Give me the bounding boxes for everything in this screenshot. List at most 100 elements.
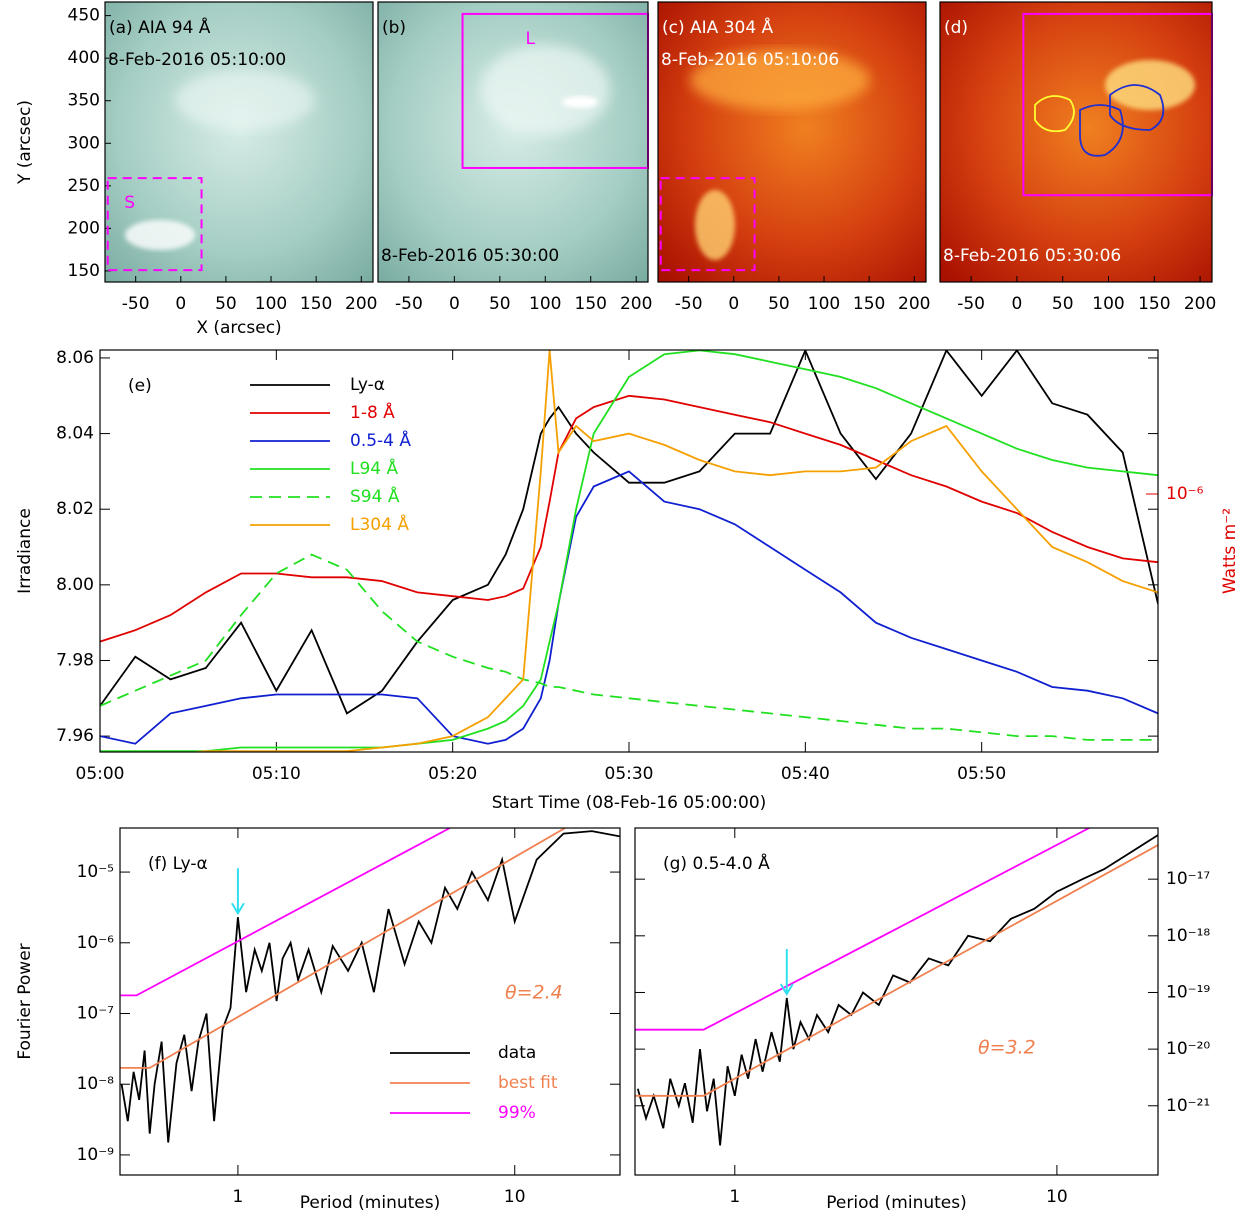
legend-label: L304 Å — [350, 513, 409, 535]
region-label: S — [124, 193, 135, 213]
x-tick-label: 1 — [233, 1187, 244, 1207]
y-axis-label: Fourier Power — [15, 943, 35, 1059]
legend-label: 99% — [498, 1103, 536, 1123]
panel-title: (b) — [382, 18, 406, 38]
x-tick-label: 05:00 — [76, 764, 125, 784]
x-tick-label: 50 — [489, 294, 511, 314]
y-tick-label: 300 — [68, 133, 100, 153]
y2-axis-label: Watts m⁻² — [1220, 508, 1240, 594]
panel-title: (d) — [944, 18, 968, 38]
panel-time: 8-Feb-2016 05:10:06 — [661, 50, 839, 70]
y-tick-label: 10⁻²¹ — [1166, 1096, 1210, 1116]
y-tick-label: 10⁻¹⁹ — [1166, 982, 1210, 1002]
y-tick-label: 8.06 — [56, 348, 94, 368]
y-tick-label: 150 — [68, 261, 100, 281]
panel-frame — [657, 1, 927, 283]
x-tick-label: 10 — [1046, 1187, 1068, 1207]
series-line — [100, 394, 1158, 643]
x-tick-label: 100 — [529, 294, 561, 314]
arrow — [231, 868, 245, 916]
panel-title: (g) 0.5-4.0 Å — [663, 852, 770, 874]
x-tick-label: 150 — [575, 294, 607, 314]
x-tick-label: 0 — [1012, 294, 1023, 314]
panel-title: (f) Ly-α — [148, 854, 208, 874]
x-tick-label: 10 — [504, 1187, 526, 1207]
y-axis-label: Irradiance — [15, 508, 35, 594]
x-axis-label: Start Time (08-Feb-16 05:00:00) — [492, 793, 767, 813]
x-tick-label: 150 — [853, 294, 885, 314]
y-tick-label: 10⁻¹⁸ — [1166, 926, 1210, 946]
panel-frame — [377, 1, 649, 283]
legend-label: 0.5-4 Å — [350, 429, 411, 451]
y-tick-label: 350 — [68, 91, 100, 111]
y2-tick-label: 10⁻⁶ — [1166, 484, 1204, 504]
legend-label: L94 Å — [350, 457, 399, 479]
x-tick-label: 1 — [729, 1187, 740, 1207]
x-tick-label: 200 — [345, 294, 377, 314]
annotation: θ=2.4 — [505, 982, 563, 1004]
series-line — [120, 828, 451, 997]
series-line — [120, 830, 620, 1143]
y-tick-label: 250 — [68, 176, 100, 196]
x-tick-label: 100 — [808, 294, 840, 314]
series-line — [635, 828, 1090, 1031]
legend-label: best fit — [498, 1073, 558, 1093]
panel-time: 8-Feb-2016 05:30:00 — [381, 246, 559, 266]
series-line — [100, 470, 1158, 745]
y-tick-label: 8.04 — [56, 424, 94, 444]
image — [378, 2, 648, 282]
x-tick-label: -50 — [957, 294, 985, 314]
x-axis-label: Period (minutes) — [826, 1193, 967, 1213]
legend-label: Ly-α — [350, 375, 385, 395]
panel-time: 8-Feb-2016 05:10:00 — [108, 50, 286, 70]
x-tick-label: 200 — [620, 294, 652, 314]
region-label: L — [526, 29, 536, 49]
legend-label: data — [498, 1043, 536, 1063]
y-tick-label: 10⁻⁶ — [77, 933, 115, 953]
y-tick-label: 10⁻²⁰ — [1166, 1039, 1210, 1059]
x-tick-label: 150 — [300, 294, 332, 314]
x-tick-label: 0 — [449, 294, 460, 314]
x-tick-label: 05:50 — [957, 764, 1006, 784]
y-tick-label: 8.02 — [56, 499, 94, 519]
panel-frame — [99, 349, 1159, 753]
image-backgrounds — [105, 2, 1212, 282]
series-line — [189, 350, 1158, 752]
x-tick-label: 05:10 — [252, 764, 301, 784]
panel-title: (c) AIA 304 Å — [662, 16, 774, 38]
y-tick-label: 400 — [68, 48, 100, 68]
panel-frame — [939, 1, 1213, 283]
panel-frame — [104, 1, 374, 283]
y-tick-label: 450 — [68, 6, 100, 26]
series-line — [636, 834, 1158, 1146]
y-tick-label: 10⁻⁸ — [77, 1074, 115, 1094]
annotation: θ=3.2 — [978, 1037, 1036, 1059]
y-tick-label: 7.98 — [56, 650, 94, 670]
x-tick-label: 200 — [898, 294, 930, 314]
x-tick-label: 200 — [1184, 294, 1216, 314]
panel-time: 8-Feb-2016 05:30:06 — [943, 246, 1121, 266]
series-line — [120, 828, 566, 1069]
y-tick-label: 8.00 — [56, 575, 94, 595]
y-tick-label: 7.96 — [56, 726, 94, 746]
x-tick-label: -50 — [395, 294, 423, 314]
series-line — [100, 350, 1158, 752]
y-tick-label: 10⁻⁵ — [77, 862, 114, 882]
panel-frame — [119, 827, 621, 1176]
y-tick-label: 10⁻¹⁷ — [1166, 869, 1210, 889]
x-tick-label: -50 — [122, 294, 150, 314]
x-tick-label: 05:20 — [428, 764, 477, 784]
panel-title: (e) — [128, 376, 152, 396]
x-tick-label: 0 — [175, 294, 186, 314]
y-tick-label: 10⁻⁹ — [77, 1145, 115, 1165]
y-axis-label: Y (arcsec) — [15, 100, 35, 185]
region-box — [106, 177, 203, 272]
x-tick-label: 100 — [1092, 294, 1124, 314]
y-tick-label: 10⁻⁷ — [77, 1003, 115, 1023]
region-box — [659, 177, 756, 272]
y-tick-label: 200 — [68, 218, 100, 238]
x-tick-label: 50 — [1052, 294, 1074, 314]
legend-label: 1-8 Å — [350, 401, 395, 423]
